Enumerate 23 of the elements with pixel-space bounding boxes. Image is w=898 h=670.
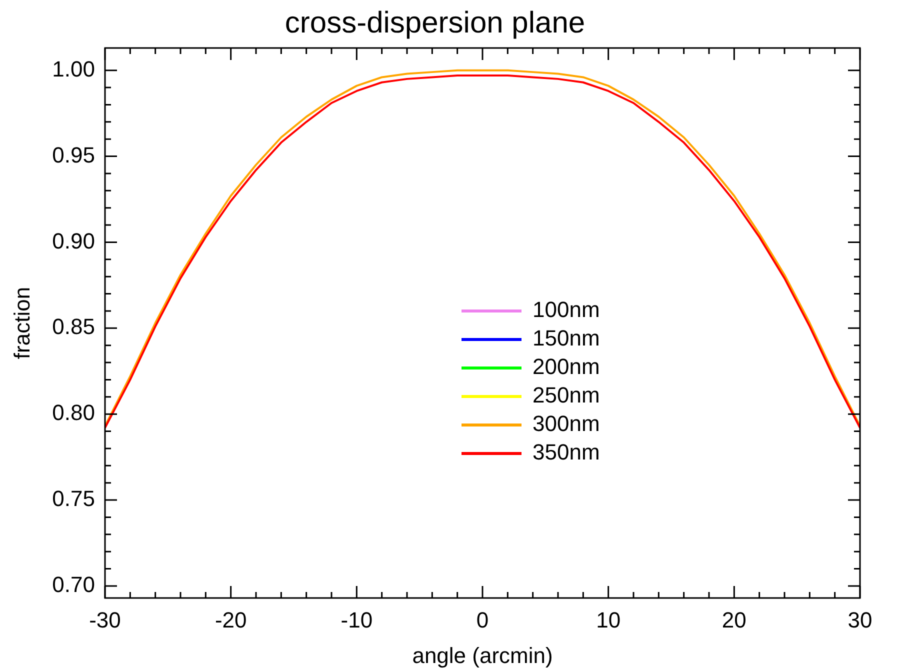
x-tick-label: 10 — [596, 607, 621, 632]
x-tick-label: -20 — [214, 607, 247, 632]
y-tick-label: 0.80 — [52, 400, 95, 426]
legend-label: 150nm — [532, 326, 600, 351]
legend-label: 300nm — [532, 411, 600, 436]
y-tick-label: 0.95 — [52, 142, 95, 168]
y-tick-label: 0.75 — [52, 486, 95, 512]
x-tick-label: -30 — [89, 607, 121, 632]
x-tick-label: 20 — [722, 607, 746, 632]
chart-title: cross-dispersion plane — [284, 6, 586, 40]
y-tick-label: 0.85 — [52, 314, 95, 340]
x-axis-title: angle (arcmin) — [412, 642, 553, 668]
y-tick-label: 0.90 — [52, 228, 95, 254]
y-axis-title: fraction — [9, 286, 34, 360]
legend-label: 100nm — [532, 297, 600, 322]
y-tick-label: 0.70 — [52, 572, 95, 598]
legend-label: 350nm — [532, 440, 600, 465]
legend-label: 200nm — [532, 354, 600, 380]
x-tick-label: 0 — [476, 607, 489, 632]
x-tick-label: -10 — [340, 607, 373, 632]
y-tick-label: 1.00 — [52, 56, 95, 82]
legend-label: 250nm — [532, 382, 600, 408]
x-tick-label: 30 — [848, 607, 872, 632]
